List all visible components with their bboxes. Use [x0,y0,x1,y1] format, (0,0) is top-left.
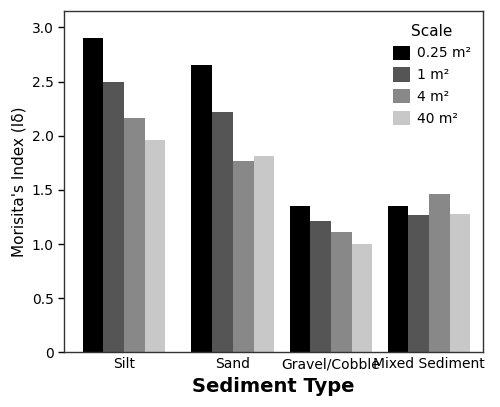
Bar [310,221,331,352]
Legend: 0.25 m², 1 m², 4 m², 40 m²: 0.25 m², 1 m², 4 m², 40 m² [388,18,476,131]
Bar [331,232,351,352]
Bar [450,214,470,352]
Bar [429,194,450,352]
Bar [388,206,408,352]
X-axis label: Sediment Type: Sediment Type [192,377,355,396]
Bar [408,215,429,352]
Bar [254,156,274,352]
Bar [290,206,310,352]
Bar [192,65,212,352]
Bar [352,244,372,352]
Bar [212,112,233,352]
Y-axis label: Morisita's Index (Iδ): Morisita's Index (Iδ) [11,107,26,257]
Bar [82,38,103,352]
Bar [124,118,144,352]
Bar [233,161,254,352]
Bar [144,140,166,352]
Bar [104,81,124,352]
